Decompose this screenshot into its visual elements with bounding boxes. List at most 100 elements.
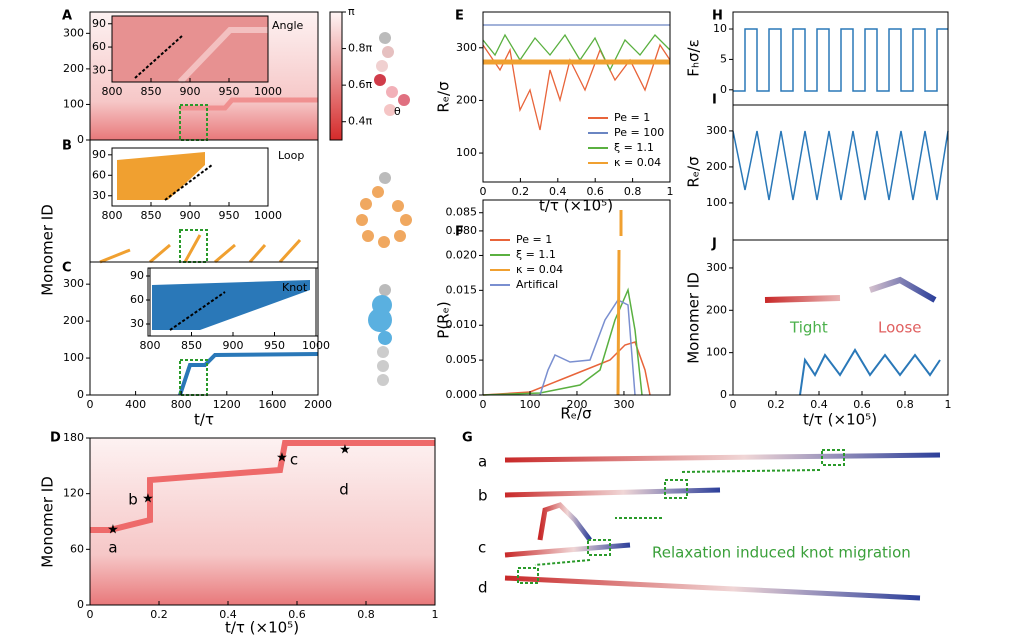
x-tick-label: 1: [667, 185, 674, 198]
y-tick-label: 0: [720, 388, 727, 401]
y-tick-label: 300: [706, 261, 727, 274]
y-tick-label: 5: [720, 52, 727, 65]
y-tick-label: 100: [63, 351, 84, 364]
x-tick-label: 1: [432, 608, 439, 621]
g-chains: [504, 452, 941, 601]
x-tick-label: 950: [219, 85, 240, 98]
x-tick-label: 0.6: [288, 608, 306, 621]
y-tick-label: 100: [706, 196, 727, 209]
axes-frame: [482, 11, 671, 183]
x-tick-label: 1200: [213, 398, 241, 411]
x-tick-label: 0.2: [150, 608, 168, 621]
axes-frame: [732, 104, 949, 241]
label: Pe = 1: [516, 233, 552, 246]
y-tick-label: 30: [92, 63, 106, 76]
x-tick-label: 0.2: [767, 398, 785, 411]
y-tick-label: 90: [92, 17, 106, 30]
label: I: [712, 93, 717, 108]
y-tick-label: 200: [706, 303, 727, 316]
x-tick-label: 900: [180, 209, 201, 222]
y-tick-label: 300: [63, 277, 84, 290]
label: t/τ (×10⁵): [225, 619, 299, 637]
x-tick-label: 2000: [304, 398, 332, 411]
x-tick-label: 850: [141, 209, 162, 222]
x-tick-label: 850: [141, 85, 162, 98]
inset-band: [177, 27, 268, 85]
x-tick-label: 800: [102, 209, 123, 222]
y-tick-label: 60: [92, 168, 106, 181]
star: ★: [107, 523, 119, 538]
tight: Tight: [789, 319, 828, 337]
label: c: [290, 451, 298, 469]
y-tick-label: 60: [92, 40, 106, 53]
y-tick-label: 30: [130, 317, 144, 330]
x-tick-label: 0: [480, 185, 487, 198]
label: Rₑ/σ: [685, 156, 703, 188]
axes-frame: [482, 199, 671, 396]
label: Artifical: [516, 278, 558, 291]
x-tick-label: 950: [264, 339, 285, 352]
x-tick-label: 1600: [258, 398, 286, 411]
x-tick-label: 0.4: [549, 185, 567, 198]
label: Fₕσ/ε: [685, 39, 703, 76]
label: a: [478, 453, 487, 471]
y-tick-label: 10: [713, 22, 727, 35]
y-tick-label: 0: [77, 388, 84, 401]
label: B: [62, 139, 72, 154]
x-tick-label: 800: [140, 339, 161, 352]
x-tick-label: 0.6: [586, 185, 604, 198]
label: Rₑ/σ: [560, 405, 592, 423]
x-tick-label: 0.8: [896, 398, 914, 411]
x-tick-label: 850: [181, 339, 202, 352]
label: Angle: [272, 19, 304, 32]
y-tick-label: 0: [77, 598, 84, 611]
label: Monomer ID: [39, 204, 57, 296]
label: G: [462, 431, 473, 446]
knot-inset: [152, 280, 310, 330]
x-tick-label: 400: [125, 398, 146, 411]
label: 0.4π: [348, 115, 372, 128]
label: t/τ (×10⁵): [539, 197, 613, 215]
y-tick-label: 60: [70, 542, 84, 555]
label: Pe = 1: [614, 111, 650, 124]
x-tick-label: 0: [480, 398, 487, 411]
y-tick-label: 0.000: [446, 388, 478, 401]
x-tick-label: 100: [519, 398, 540, 411]
label: 0.6π: [348, 78, 372, 91]
colorbar: [329, 11, 343, 141]
label: E: [455, 9, 464, 24]
y-tick-label: 90: [130, 269, 144, 282]
h-trace: [733, 28, 948, 92]
label: d: [339, 481, 349, 499]
label: b: [128, 491, 138, 509]
label: Monomer ID: [685, 272, 703, 364]
x-tick-label: 300: [613, 398, 634, 411]
y-tick-label: 300: [706, 124, 727, 137]
y-tick-label: 0.020: [446, 248, 478, 261]
axes-frame: [732, 239, 949, 396]
y-tick-label: 0.015: [446, 283, 478, 296]
y-tick-label: 30: [92, 189, 106, 202]
axes-frame: [89, 261, 319, 396]
label: κ = 0.04: [516, 263, 563, 276]
label: a: [108, 539, 117, 557]
y-tick-label: 300: [456, 41, 477, 54]
label: J: [711, 237, 717, 252]
x-tick-label: 0: [87, 608, 94, 621]
y-tick-label: 120: [63, 487, 84, 500]
x-tick-label: 1: [945, 398, 952, 411]
y-tick-label: 200: [706, 160, 727, 173]
label: θ: [394, 105, 401, 118]
x-tick-label: 1000: [254, 209, 282, 222]
label: Monomer ID: [39, 476, 57, 568]
label: Rₑ/σ: [435, 81, 453, 113]
label: H: [712, 9, 723, 24]
knot-trace: [178, 352, 319, 396]
y-tick-label: 0: [77, 133, 84, 146]
y-tick-label: 90: [92, 148, 106, 161]
y-tick-label: 100: [456, 146, 477, 159]
chain-icons: [356, 32, 412, 386]
x-tick-label: 0.4: [810, 398, 828, 411]
j-chains: [764, 276, 937, 303]
